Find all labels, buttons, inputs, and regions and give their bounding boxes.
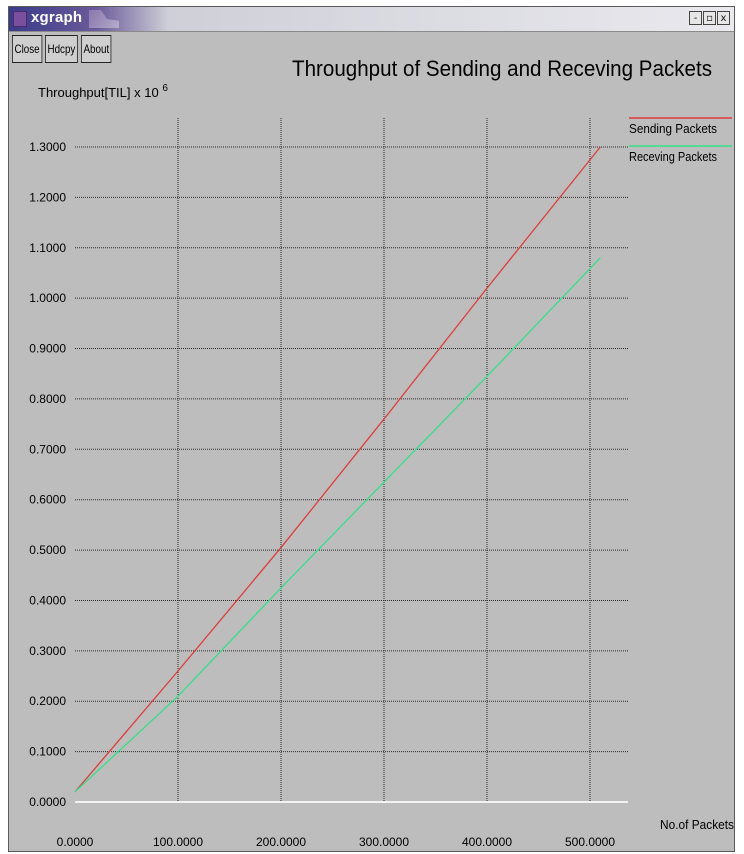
window-controls: - ▫ x bbox=[689, 11, 730, 25]
y-tick-label-10: 1.0000 bbox=[29, 291, 66, 305]
tick-labels: 0.0000 0.1000 0.2000 0.3000 0.4000 0.5000 0.60… bbox=[29, 140, 615, 849]
legend-label-1: Receving Packets bbox=[629, 149, 717, 164]
x-tick-label-1: 100.0000 bbox=[153, 835, 203, 849]
y-tick-label-2: 0.2000 bbox=[29, 694, 66, 708]
series-lines bbox=[74, 146, 601, 793]
x-tick-label-4: 400.0000 bbox=[462, 835, 512, 849]
series-line-receving-packets bbox=[74, 257, 601, 793]
hdcpy-button[interactable]: Hdcpy bbox=[44, 35, 78, 63]
y-axis-label-exponent: 6 bbox=[162, 83, 168, 94]
x-tick-label-0: 0.0000 bbox=[57, 835, 94, 849]
y-tick-label-8: 0.8000 bbox=[29, 392, 66, 406]
x-tick-label-2: 200.0000 bbox=[256, 835, 306, 849]
legend: Sending Packets Receving Packets bbox=[629, 117, 732, 164]
x-tick-label-3: 300.0000 bbox=[359, 835, 409, 849]
y-tick-label-1: 0.1000 bbox=[29, 745, 66, 759]
y-tick-label-7: 0.7000 bbox=[29, 442, 66, 456]
xgraph-app-icon bbox=[13, 11, 27, 27]
y-tick-label-3: 0.3000 bbox=[29, 644, 66, 658]
close-window-button[interactable]: x bbox=[717, 11, 730, 25]
y-tick-label-9: 0.9000 bbox=[29, 342, 66, 356]
legend-label-0: Sending Packets bbox=[629, 121, 717, 136]
x-tick-label-5: 500.0000 bbox=[565, 835, 615, 849]
toolbar: Close Hdcpy About bbox=[12, 35, 118, 63]
y-tick-label-11: 1.1000 bbox=[29, 241, 66, 255]
y-tick-label-13: 1.3000 bbox=[29, 140, 66, 154]
y-tick-label-6: 0.6000 bbox=[29, 493, 66, 507]
y-tick-label-5: 0.5000 bbox=[29, 543, 66, 557]
x-axis-label: No.of Packets bbox=[660, 817, 734, 832]
series-line-sending-packets bbox=[74, 146, 601, 793]
minimize-button[interactable]: - bbox=[689, 11, 702, 25]
about-button[interactable]: About bbox=[80, 35, 112, 63]
y-tick-label-0: 0.0000 bbox=[29, 795, 66, 809]
window-title: xgraph bbox=[31, 9, 83, 26]
grid-lines bbox=[75, 118, 628, 803]
y-tick-label-12: 1.2000 bbox=[29, 190, 66, 204]
y-axis-label-text: Throughput[TIL] x 10 bbox=[38, 85, 159, 100]
maximize-button[interactable]: ▫ bbox=[703, 11, 716, 25]
chart-title: Throughput of Sending and Receving Packe… bbox=[292, 56, 712, 81]
close-button[interactable]: Close bbox=[12, 35, 43, 63]
title-bar[interactable]: xgraph - ▫ x bbox=[9, 7, 734, 32]
y-axis-label: Throughput[TIL] x 10 6 bbox=[38, 83, 168, 100]
y-tick-label-4: 0.4000 bbox=[29, 593, 66, 607]
